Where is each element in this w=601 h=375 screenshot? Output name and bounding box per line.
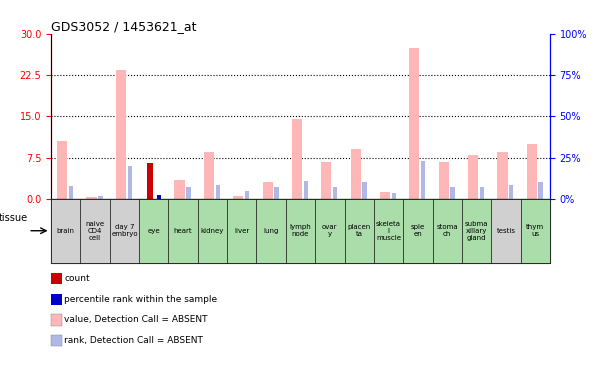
Bar (139, 199, 168, 262)
Bar (321, 162, 332, 199)
Bar (233, 196, 243, 199)
Bar (127, 166, 132, 199)
Bar (257, 199, 286, 262)
Bar (186, 188, 191, 199)
Bar (263, 183, 273, 199)
Text: rank, Detection Call = ABSENT: rank, Detection Call = ABSENT (64, 336, 203, 345)
Bar (198, 199, 227, 262)
Bar (433, 199, 462, 262)
Bar (497, 152, 507, 199)
Text: stoma
ch: stoma ch (436, 224, 458, 237)
Bar (333, 188, 337, 199)
Text: lung: lung (263, 228, 279, 234)
Bar (204, 152, 214, 199)
Bar (491, 199, 520, 262)
Bar (116, 69, 126, 199)
Bar (174, 180, 185, 199)
Bar (245, 191, 249, 199)
Text: kidney: kidney (201, 228, 224, 234)
Bar (403, 199, 433, 262)
Text: naive
CD4
cell: naive CD4 cell (85, 221, 105, 241)
Text: eye: eye (147, 228, 160, 234)
Bar (374, 199, 403, 262)
Text: ovar
y: ovar y (322, 224, 338, 237)
Bar (520, 199, 550, 262)
Bar (304, 181, 308, 199)
Bar (292, 119, 302, 199)
Bar (147, 163, 153, 199)
Bar (69, 186, 73, 199)
Bar (362, 182, 367, 199)
Bar (526, 144, 537, 199)
Bar (468, 155, 478, 199)
Bar (380, 192, 390, 199)
Text: percentile rank within the sample: percentile rank within the sample (64, 295, 218, 304)
Bar (344, 199, 374, 262)
Bar (480, 188, 484, 199)
Text: skeleta
l
muscle: skeleta l muscle (376, 221, 401, 241)
Bar (509, 185, 513, 199)
Text: brain: brain (56, 228, 75, 234)
Bar (538, 183, 543, 199)
Text: liver: liver (234, 228, 249, 234)
Text: value, Detection Call = ABSENT: value, Detection Call = ABSENT (64, 315, 208, 324)
Bar (57, 141, 67, 199)
Bar (98, 196, 103, 199)
Text: heart: heart (174, 228, 192, 234)
Bar (81, 199, 110, 262)
Bar (110, 199, 139, 262)
Bar (51, 199, 81, 262)
Text: tissue: tissue (0, 213, 28, 223)
Bar (216, 185, 220, 199)
Bar (227, 199, 257, 262)
Bar (315, 199, 344, 262)
Text: thym
us: thym us (526, 224, 545, 237)
Text: lymph
node: lymph node (290, 224, 311, 237)
Text: placen
ta: placen ta (347, 224, 371, 237)
Bar (439, 162, 449, 199)
Bar (350, 149, 361, 199)
Bar (157, 195, 161, 199)
Bar (286, 199, 315, 262)
Text: subma
xillary
gland: subma xillary gland (465, 221, 488, 241)
Bar (274, 188, 279, 199)
Bar (409, 48, 419, 199)
Bar (392, 193, 396, 199)
Text: testis: testis (496, 228, 516, 234)
Bar (421, 161, 426, 199)
Bar (87, 197, 97, 199)
Text: day 7
embryo: day 7 embryo (111, 224, 138, 237)
Bar (462, 199, 491, 262)
Text: sple
en: sple en (410, 224, 425, 237)
Text: count: count (64, 274, 90, 283)
Bar (168, 199, 198, 262)
Bar (450, 188, 455, 199)
Text: GDS3052 / 1453621_at: GDS3052 / 1453621_at (51, 20, 197, 33)
